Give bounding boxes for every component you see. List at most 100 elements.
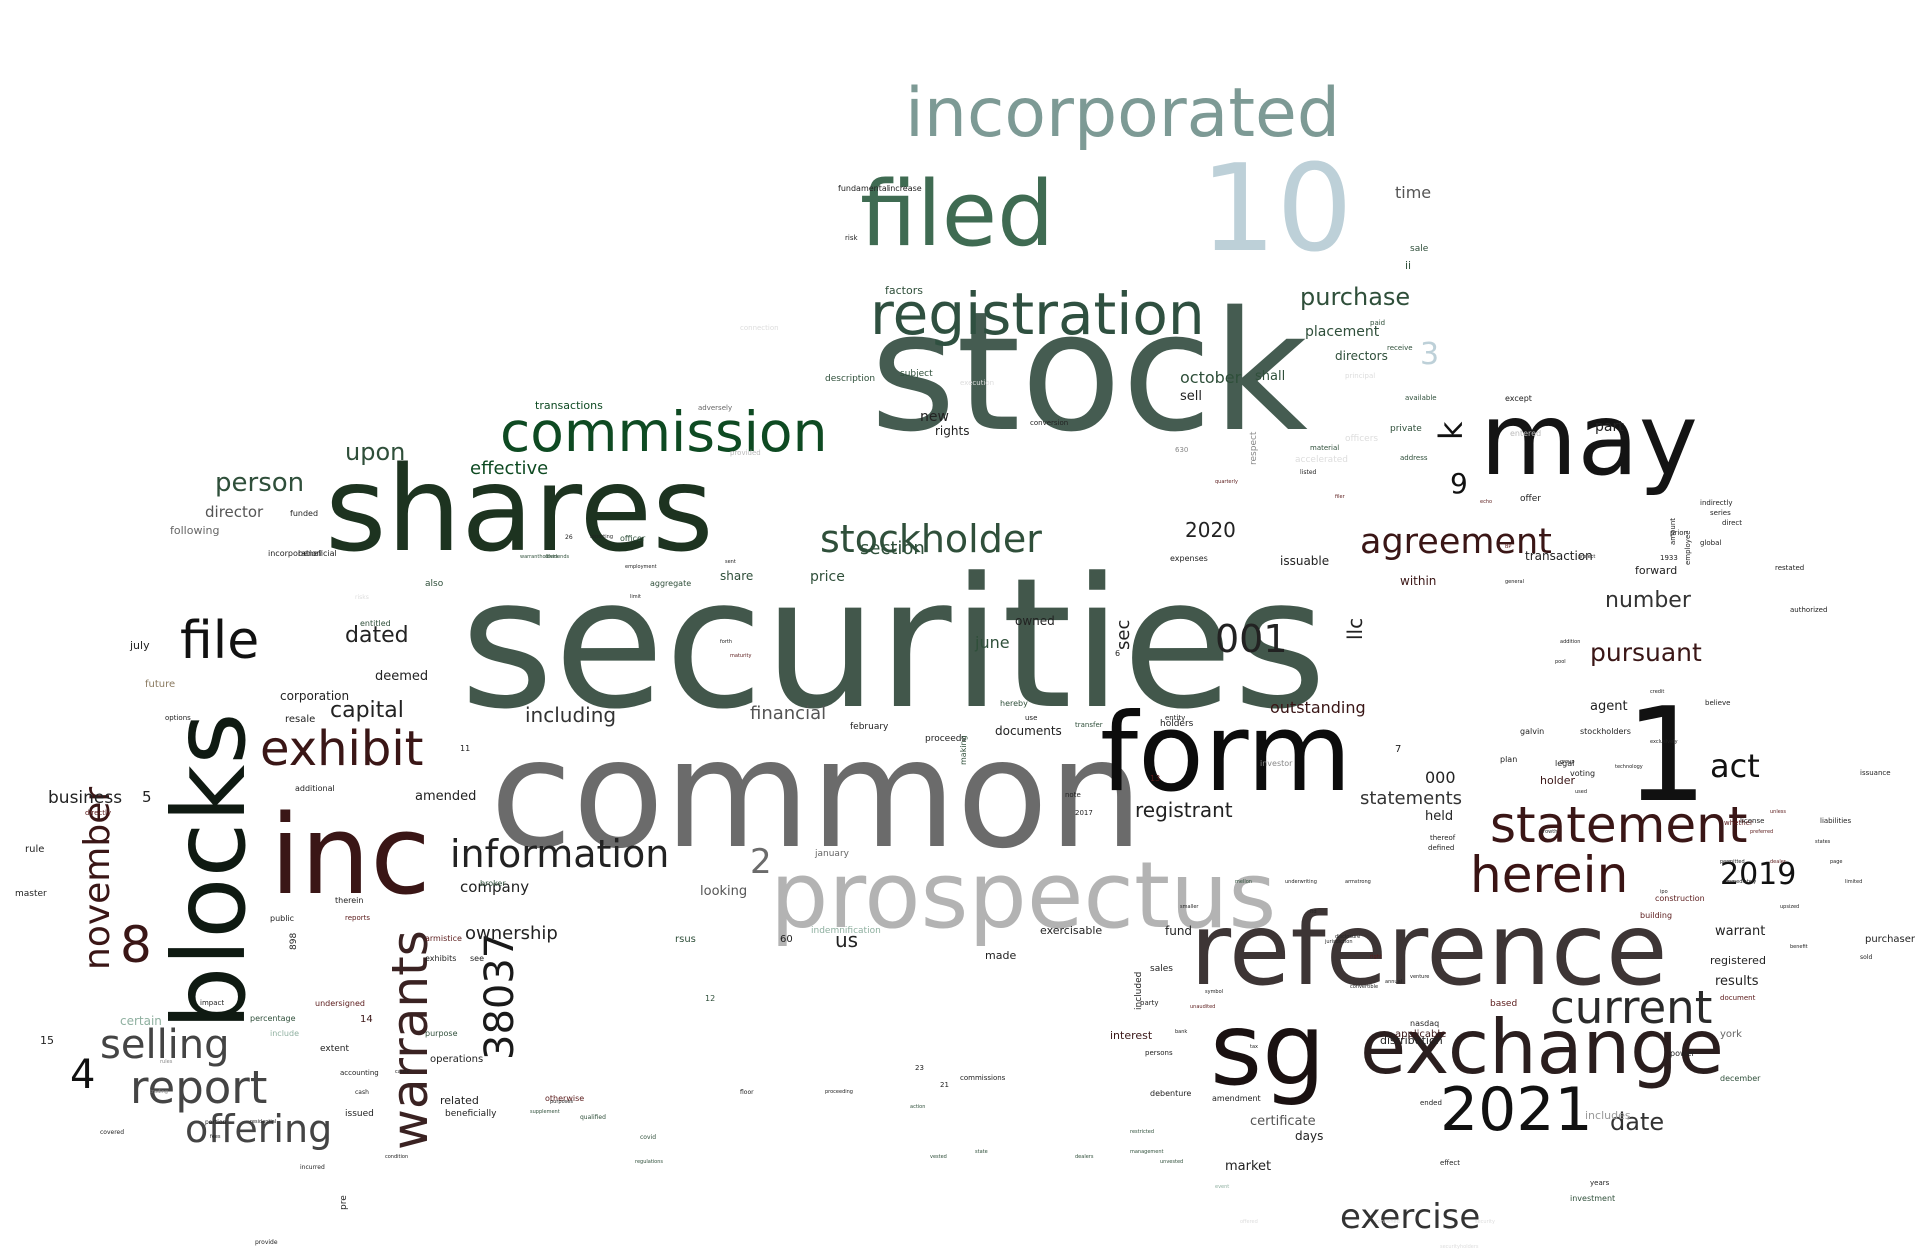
cloud-word: sec (1113, 619, 1134, 650)
cloud-word: include (270, 1029, 299, 1038)
cloud-word: results (1715, 974, 1759, 989)
cloud-word: covid (640, 1134, 656, 1141)
cloud-word: based (1490, 999, 1518, 1009)
cloud-word: beneficially (445, 1109, 497, 1119)
cloud-word: 60 (780, 934, 793, 945)
cloud-word: factors (885, 284, 923, 297)
cloud-word: amended (415, 789, 477, 804)
cloud-word: looking (700, 884, 748, 899)
cloud-word: 23 (915, 1064, 924, 1072)
cloud-word: 11 (460, 744, 471, 753)
cloud-word: increase (888, 184, 922, 193)
cloud-word: voting (1570, 769, 1596, 778)
cloud-word: warrantholders (520, 554, 558, 560)
cloud-word: ownership (465, 923, 558, 944)
cloud-word: benefit (1790, 944, 1808, 950)
cloud-word: days (1295, 1129, 1324, 1143)
cloud-word: accelerated (1295, 455, 1348, 465)
cloud-word: except (1505, 394, 1532, 403)
cloud-word: 21 (940, 1081, 949, 1089)
cloud-word: inc (270, 791, 431, 919)
cloud-word: 8 (120, 916, 152, 974)
cloud-word: principal (1345, 372, 1376, 380)
cloud-word: interest (1110, 1029, 1153, 1042)
cloud-word: armstrong (1345, 879, 1371, 885)
cloud-word: statements (1360, 788, 1463, 809)
cloud-word: issuance (1860, 769, 1891, 777)
cloud-word: 001 (1215, 617, 1288, 661)
cloud-word: public (270, 914, 295, 923)
cloud-word: ltd (1310, 909, 1317, 915)
cloud-word: restricted (1130, 1129, 1154, 1135)
cloud-word: forward (1635, 564, 1678, 577)
cloud-word: purpose (425, 1029, 458, 1038)
cloud-word: additional (295, 784, 335, 793)
cloud-word: transaction (1525, 549, 1593, 563)
cloud-word: transfer (1075, 721, 1103, 729)
cloud-word: effect (1440, 1159, 1461, 1167)
cloud-word: debenture (1150, 1089, 1192, 1098)
cloud-word: issuable (1280, 554, 1330, 568)
cloud-word: smaller (1180, 904, 1199, 910)
cloud-word: corporation (280, 689, 350, 703)
cloud-word: 1933 (1660, 554, 1678, 562)
cloud-word: exercise (1340, 1197, 1481, 1237)
cloud-word: sell (1180, 389, 1202, 404)
cloud-word: defined (1428, 844, 1455, 852)
cloud-word: york (1720, 1029, 1742, 1040)
cloud-word: hereby (1000, 699, 1028, 708)
cloud-word: 2020 (1185, 518, 1236, 542)
cloud-word: proceeding (825, 1089, 853, 1095)
cloud-word: file (180, 611, 260, 671)
cloud-word: july (130, 639, 150, 652)
cloud-word: event (1215, 1184, 1230, 1190)
cloud-word: 5 (142, 788, 152, 806)
cloud-word: rsus (675, 934, 696, 945)
cloud-word: transactions (535, 399, 603, 412)
cloud-word: current (1550, 981, 1713, 1034)
cloud-word: exhibit (260, 721, 424, 777)
cloud-word: upon (345, 438, 406, 466)
cloud-word: october (1180, 368, 1242, 387)
cloud-word: 6 (1115, 649, 1121, 658)
cloud-word: construction (1655, 894, 1705, 903)
cloud-word: power (1670, 1049, 1695, 1058)
cloud-word: subject (900, 369, 933, 379)
cloud-word: director (205, 503, 264, 521)
cloud-word: annual (1385, 979, 1403, 985)
cloud-word: general (1505, 579, 1525, 585)
cloud-word: person (215, 468, 305, 498)
cloud-word: applicable (1395, 1029, 1447, 1040)
cloud-word: securities (460, 540, 1327, 749)
cloud-word: placement (1305, 324, 1380, 340)
cloud-word: held (1425, 809, 1454, 824)
cloud-word: page (1830, 859, 1843, 865)
cloud-word: 2 (750, 842, 772, 882)
cloud-word: technology (1615, 764, 1643, 770)
cloud-word: deemed (375, 669, 429, 684)
cloud-word: addition (1560, 639, 1581, 645)
cloud-word: following (170, 524, 220, 537)
cloud-word: certain (120, 1014, 162, 1028)
cloud-word: llc (1343, 617, 1367, 640)
cloud-word: outstanding (1270, 698, 1366, 717)
cloud-word: amount (1669, 517, 1677, 545)
cloud-word: unless (1770, 809, 1787, 815)
cloud-word: january (815, 849, 849, 859)
cloud-word: prospectus (770, 842, 1277, 949)
cloud-word: purchaser (1865, 934, 1916, 945)
cloud-word: entitled (360, 619, 391, 628)
cloud-word: portion (205, 1119, 227, 1126)
cloud-word: master (15, 889, 47, 899)
cloud-word: employee (1684, 530, 1692, 565)
cloud-word: 2021 (1440, 1075, 1593, 1145)
cloud-word: broker (480, 879, 506, 888)
cloud-word: available (1405, 394, 1437, 402)
cloud-word: k (1432, 421, 1470, 440)
cloud-word: action (910, 1104, 926, 1110)
cloud-word: officers (1345, 434, 1379, 444)
cloud-word: years (1590, 1179, 1610, 1187)
cloud-word: 26 (565, 534, 573, 541)
cloud-word: pre (339, 1195, 349, 1210)
